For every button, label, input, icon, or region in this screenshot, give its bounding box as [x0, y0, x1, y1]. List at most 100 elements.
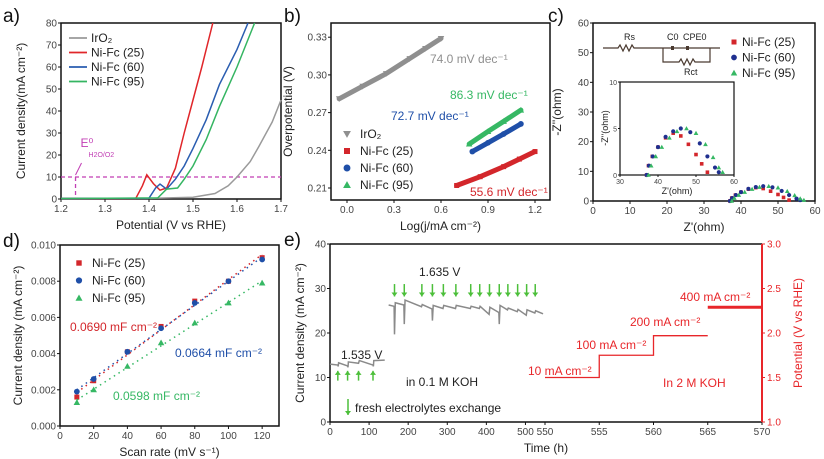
inset-data-point: [667, 135, 672, 140]
inset-data-point: [678, 126, 683, 131]
y-tick-label: 0.008: [31, 277, 56, 288]
data-point: [732, 195, 737, 200]
x-tick-label: 100: [220, 431, 237, 442]
inset-y-tick-label: 5: [613, 127, 617, 134]
fit-label: 0.0598 mF cm⁻²: [113, 389, 200, 403]
y-tick-label: 0.010: [31, 241, 56, 252]
label-1535v: 1.535 V: [341, 348, 382, 362]
data-point: [794, 196, 799, 201]
y-tick-label: 0.21: [308, 184, 328, 195]
series-band-2: [469, 121, 524, 155]
legend-label: Ni-Fc (25): [742, 35, 795, 49]
data-point: [90, 376, 97, 382]
inset-data-point: [703, 141, 708, 147]
data-point: [454, 182, 460, 188]
data-point: [776, 192, 780, 197]
inset-data-point: [712, 165, 718, 170]
inset-data-point: [659, 144, 665, 149]
x-tick-label: 500: [517, 427, 534, 438]
legend-label: IrO₂: [360, 127, 382, 141]
y-axis-right-label: Potential (V vs RHE): [791, 278, 805, 388]
plot-frame: [59, 244, 280, 427]
y-tick-label: 40: [578, 78, 590, 89]
data-point: [768, 189, 773, 194]
inset-x-tick-label: 60: [730, 179, 738, 186]
panel-label: a): [3, 6, 20, 27]
exchange-arrow-down-head: [532, 292, 539, 297]
legend-label: Ni-Fc (25): [92, 256, 145, 270]
inset-data-point: [646, 172, 651, 177]
data-point: [792, 193, 797, 198]
inset-data-point: [650, 154, 655, 159]
data-point: [477, 174, 483, 180]
circuit-parallel-branch: [662, 48, 711, 67]
y-tick-label: 0.000: [31, 422, 56, 433]
data-point: [359, 83, 366, 90]
series-line-1: [60, 22, 214, 200]
data-point: [469, 148, 476, 155]
x-tick-label: 20: [661, 206, 673, 217]
inset-data-point: [684, 126, 689, 131]
data-point: [500, 118, 507, 124]
inset-y-tick-label: 0: [613, 173, 617, 180]
data-point: [761, 184, 766, 189]
data-point: [532, 149, 538, 155]
data-point: [736, 192, 742, 197]
legend-marker: [731, 54, 737, 61]
data-point: [779, 188, 784, 193]
legend-marker: [76, 260, 82, 266]
x-tick-label: 0: [57, 431, 63, 442]
x-axis-label: Z'(ohm): [684, 220, 725, 234]
y-right-tick-label: 1.5: [767, 373, 781, 384]
series-band-3: [466, 107, 524, 147]
data-point: [501, 164, 507, 170]
data-point: [781, 195, 786, 200]
data-point: [382, 71, 390, 77]
x-tick-label: 20: [88, 431, 100, 442]
panel-label: b): [284, 6, 301, 27]
inset-data-point: [648, 163, 654, 168]
cpe-element: [686, 46, 689, 50]
y-right-tick-label: 1.0: [767, 418, 781, 429]
x-axis-label: Time (h): [524, 441, 568, 455]
data-point: [484, 128, 492, 134]
fit-label: 0.0664 mF cm⁻²: [175, 346, 262, 360]
data-point: [784, 188, 790, 194]
x-tick-label: 0.3: [387, 205, 401, 216]
x-tick-label: 0.6: [434, 205, 448, 216]
y-axis-label: Overpotential (V): [281, 66, 295, 157]
inset-data-point: [694, 152, 698, 157]
current-trace-1: [388, 298, 544, 335]
panel-label: d): [3, 231, 20, 252]
x-axis-label: Potential (V vs RHE): [116, 218, 226, 232]
data-point: [90, 386, 97, 393]
inset-data-point: [655, 145, 661, 150]
panel-label: e): [284, 230, 301, 251]
potential-trace-0: [545, 335, 708, 379]
legend-marker: [343, 131, 351, 138]
panel-label: c): [548, 6, 564, 27]
inset-x-tick-label: 40: [654, 179, 662, 186]
label-400ma: 400 mA cm⁻²: [680, 290, 750, 304]
x-tick-label: 50: [772, 206, 784, 217]
y-tick-label: 20: [315, 329, 327, 340]
circuit-label-rs: Rs: [624, 32, 635, 42]
series-line-3: [60, 22, 256, 200]
exchange-arrow-down-head: [440, 292, 447, 297]
y-tick-label: 0.006: [31, 313, 56, 324]
inset-data-point: [699, 162, 704, 166]
y-tick-label: 40: [46, 107, 58, 118]
label-01m-koh: in 0.1 M KOH: [406, 375, 478, 389]
series-line-0: [61, 99, 282, 200]
legend-label: Ni-Fc (60): [742, 51, 795, 65]
x-tick-label: 120: [254, 431, 271, 442]
y-tick-label: 0.002: [31, 385, 56, 396]
inset-y-axis-label: -Z''(ohm): [600, 110, 610, 145]
y-tick-label: 0.004: [31, 349, 56, 360]
inset-data-point: [697, 141, 702, 146]
x-tick-label: 400: [478, 427, 495, 438]
data-point: [191, 319, 199, 326]
data-point: [422, 46, 429, 52]
exchange-arrow-down-head: [401, 292, 408, 297]
